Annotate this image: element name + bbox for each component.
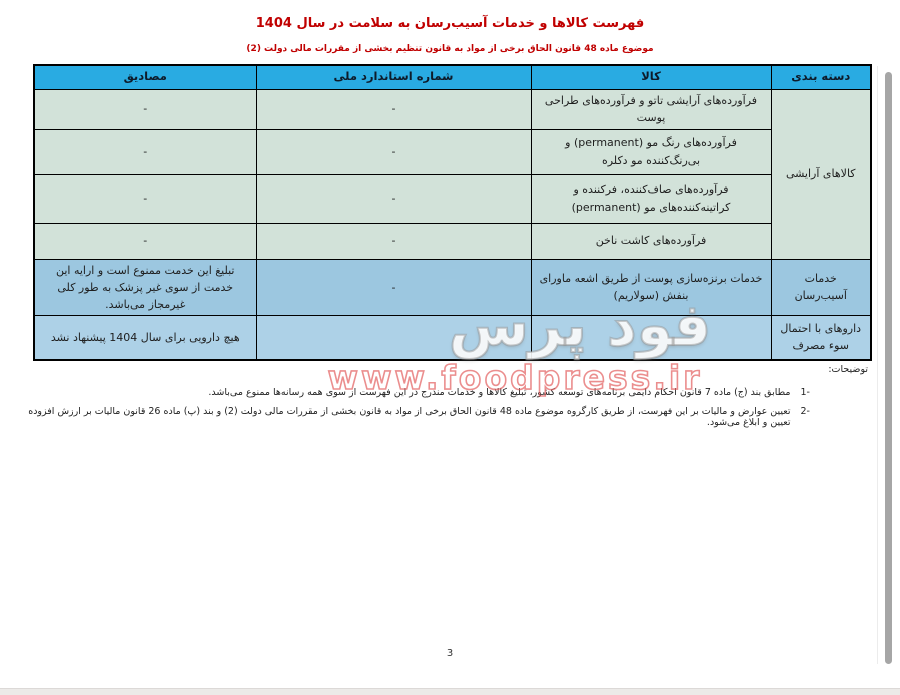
examples-cell: -: [33, 88, 257, 130]
page-bottom-edge: [0, 688, 900, 695]
category-cell: داروهای با احتمال سوء مصرف: [770, 314, 872, 361]
page-right-edge: [877, 66, 878, 664]
table-row: فرآورده‌های رنگ مو (permanent) و بی‌رنگ‌…: [33, 128, 871, 175]
category-cell: کالاهای آرایشی: [770, 88, 872, 260]
document-subtitle: موضوع ماده 48 قانون الحاق برخی از مواد ب…: [246, 44, 654, 54]
examples-cell: تبلیغ این خدمت ممنوع است و ارایه این خدم…: [33, 258, 257, 316]
standard-cell: -: [255, 88, 532, 130]
table-header-row: دسته بندی کالا شماره استاندارد ملی مصادی…: [33, 64, 872, 90]
examples-cell: -: [33, 173, 257, 224]
standard-cell: [255, 314, 532, 361]
standard-cell: -: [255, 258, 532, 316]
goods-cell: فرآورده‌های آرایشی تاتو و فرآورده‌های طر…: [530, 88, 772, 130]
table-row: داروهای با احتمال سوء مصرف - هیچ دارویی …: [33, 314, 872, 361]
col-header-category: دسته بندی: [770, 64, 872, 90]
table-row: کالاهای آرایشی فرآورده‌های آرایشی تاتو و…: [33, 88, 872, 260]
goods-cell: فرآورده‌های کاشت ناخن: [530, 222, 772, 260]
footnotes-section: توضیحات: 1- مطابق بند (ج) ماده 7 قانون ا…: [28, 364, 868, 436]
harmful-goods-table: دسته بندی کالا شماره استاندارد ملی مصادی…: [33, 64, 872, 362]
goods-cell: فرآورده‌های صاف‌کننده، فرکننده و کراتینه…: [530, 173, 772, 224]
col-header-examples: مصادیق: [33, 64, 257, 90]
examples-cell: هیچ دارویی برای سال 1404 پیشنهاد نشد: [33, 314, 257, 361]
footnote-item: 1- مطابق بند (ج) ماده 7 قانون احکام دایم…: [28, 387, 810, 398]
col-header-standard: شماره استاندارد ملی: [255, 64, 532, 90]
examples-cell: -: [33, 128, 257, 175]
examples-cell: -: [33, 222, 257, 260]
page-number: 3: [446, 648, 454, 659]
standard-cell: -: [255, 173, 532, 224]
standard-cell: -: [255, 128, 532, 175]
footnote-text: تعیین عوارض و مالیات بر این فهرست، از طر…: [28, 406, 791, 428]
footnotes-label: توضیحات:: [828, 364, 868, 375]
footnote-number: 2-: [800, 406, 810, 417]
document-title: فهرست کالاها و خدمات آسیب‌رسان به سلامت …: [255, 16, 645, 31]
footnote-number: 1-: [800, 387, 810, 398]
standard-cell: -: [255, 222, 532, 260]
vertical-scrollbar-thumb[interactable]: [885, 72, 892, 664]
col-header-goods: کالا: [530, 64, 772, 90]
goods-cell: فرآورده‌های رنگ مو (permanent) و بی‌رنگ‌…: [530, 128, 772, 175]
table-row: فرآورده‌های صاف‌کننده، فرکننده و کراتینه…: [33, 173, 871, 224]
footnote-item: 2- تعیین عوارض و مالیات بر این فهرست، از…: [28, 406, 810, 428]
goods-cell: -: [530, 314, 772, 361]
goods-cell: خدمات برنزه‌سازی پوست از طریق اشعه ماورا…: [530, 258, 772, 316]
table-row: خدمات آسیب‌رسان خدمات برنزه‌سازی پوست از…: [33, 258, 872, 316]
footnote-text: مطابق بند (ج) ماده 7 قانون احکام دایمی ب…: [208, 387, 791, 398]
category-cell: خدمات آسیب‌رسان: [770, 258, 872, 316]
table-row: فرآورده‌های کاشت ناخن - -: [33, 222, 871, 260]
